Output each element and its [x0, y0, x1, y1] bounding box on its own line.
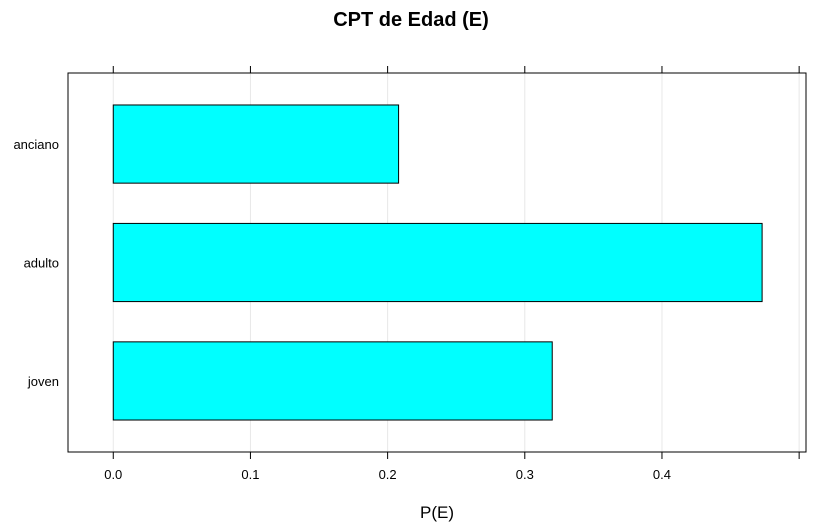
plot-border: [67, 72, 807, 453]
bars: [112, 104, 763, 421]
x-tick-label-4: 0.4: [653, 467, 671, 482]
x-tick-label-0: 0.0: [104, 467, 122, 482]
x-tick-labels: 0.0 0.1 0.2 0.3 0.4: [104, 467, 671, 482]
bar-anciano: [112, 104, 400, 184]
x-tick-label-3: 0.3: [516, 467, 534, 482]
axes: [67, 72, 807, 453]
tick-marks: [112, 66, 800, 459]
y-tick-label-joven: joven: [27, 374, 59, 389]
bar-adulto: [112, 222, 763, 303]
x-tick-label-1: 0.1: [241, 467, 259, 482]
bar-joven: [112, 341, 553, 421]
x-tick-label-2: 0.2: [379, 467, 397, 482]
chart-title: CPT de Edad (E): [333, 9, 489, 31]
x-axis-label: P(E): [420, 503, 454, 522]
y-tick-label-adulto: adulto: [24, 256, 59, 271]
y-tick-label-anciano: anciano: [13, 137, 59, 152]
y-tick-labels: joven adulto anciano: [13, 137, 59, 389]
